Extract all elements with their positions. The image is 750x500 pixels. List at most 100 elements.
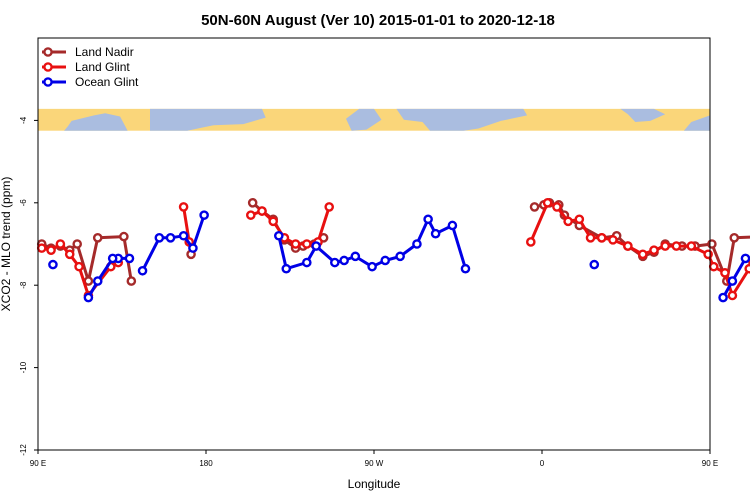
data-point-ocean-glint-4-0 [589,259,600,270]
legend-marker-ocean-glint [43,77,53,87]
data-point-land-nadir-3-14 [707,239,717,249]
data-point-ocean-glint-3-2 [301,257,312,268]
data-point-land-glint-3-0 [526,237,536,247]
data-point-land-glint-0-0 [36,243,47,253]
data-point-land-nadir-0-8 [126,276,137,286]
map-band-ocean-4 [620,108,666,122]
legend-label-land-nadir: Land Nadir [75,45,134,59]
data-point-land-glint-0-4 [74,261,84,272]
data-point-ocean-glint-2-1 [154,233,165,243]
data-point-land-glint-3-2 [552,202,562,212]
x-tick-label-1: 180 [199,459,213,468]
data-point-land-nadir-2-0 [247,197,258,208]
legend-marker-land-nadir [43,47,53,57]
y-tick-label-3: -6 [19,199,28,207]
x-axis-label: Longitude [348,477,401,491]
x-tick-label-0: 90 E [30,459,46,468]
data-point-land-glint-3-13 [686,241,697,251]
y-axis: -12 -10 -8 -6 -4 [19,116,38,456]
data-point-ocean-glint-1-3 [92,276,103,286]
data-point-land-glint-3-3 [563,216,573,227]
map-band [38,108,710,131]
data-point-land-glint-3-8 [623,241,633,251]
data-point-ocean-glint-3-11 [423,214,433,225]
data-point-land-glint-3-15 [708,261,719,272]
data-point-land-nadir-0-4 [72,239,82,249]
data-point-land-nadir-3-16 [729,233,740,243]
y-tick-label-2: -8 [19,281,28,289]
data-point-land-glint-2-7 [324,202,335,212]
data-point-ocean-glint-1-4 [83,292,94,303]
data-point-land-glint-2-4 [290,239,301,249]
data-point-ocean-glint-2-2 [165,233,176,243]
data-point-ocean-glint-5-3 [727,276,738,286]
data-point-land-nadir-0-7 [119,231,129,242]
plot-frame [37,37,711,451]
data-point-ocean-glint-3-6 [350,251,361,262]
series-land-glint [36,197,750,301]
data-point-ocean-glint-3-1 [281,263,292,274]
data-point-land-glint-3-1 [542,197,553,208]
y-tick-label-0: -12 [19,444,28,456]
data-point-ocean-glint-3-10 [412,239,422,249]
legend-label-ocean-glint: Ocean Glint [75,75,139,89]
data-point-land-glint-3-7 [608,235,618,245]
data-point-ocean-glint-3-5 [339,255,349,266]
data-point-land-glint-1-0 [178,202,189,212]
series-line-ocean-glint-2 [141,214,206,272]
data-point-ocean-glint-5-2 [740,253,750,264]
data-point-ocean-glint-3-9 [395,251,405,262]
data-point-ocean-glint-3-0 [273,230,284,241]
data-point-land-nadir-3-0 [529,202,540,212]
map-band-ocean-5 [683,113,710,131]
map-band-ocean-2 [346,108,382,131]
series-ocean-glint [48,210,750,303]
data-point-land-glint-3-17 [727,290,738,301]
data-point-ocean-glint-5-4 [718,292,728,303]
y-tick-label-1: -10 [19,361,28,373]
data-point-land-glint-3-6 [596,233,607,243]
x-axis: 90 E 180 90 W 0 90 E [30,450,718,468]
data-point-land-glint-3-11 [660,241,671,251]
data-point-land-glint-3-4 [574,214,585,225]
legend-label-land-glint: Land Glint [75,60,130,74]
data-point-ocean-glint-2-5 [199,210,209,220]
x-tick-label-4: 90 E [702,459,718,468]
map-band-ocean-1 [150,108,266,131]
data-point-land-glint-3-18 [744,263,750,274]
data-point-ocean-glint-0-0 [48,259,58,270]
chart-title: 50N-60N August (Ver 10) 2015-01-01 to 20… [201,12,555,29]
data-point-ocean-glint-2-4 [188,243,198,253]
data-point-ocean-glint-3-3 [311,241,321,251]
data-point-ocean-glint-2-3 [178,230,189,241]
data-point-ocean-glint-3-8 [380,255,391,266]
series-line-land-glint-3 [529,201,750,297]
data-point-ocean-glint-1-2 [107,253,118,264]
data-point-land-glint-3-16 [720,268,730,278]
map-band-ocean-0 [64,113,128,131]
data-point-ocean-glint-2-0 [137,265,148,276]
data-point-land-glint-3-5 [585,233,596,243]
y-axis-label: XCO2 - MLO trend (ppm) [0,177,13,312]
data-point-ocean-glint-3-12 [430,228,441,239]
data-point-land-glint-0-2 [55,239,66,249]
data-point-land-glint-2-2 [268,216,279,227]
data-point-ocean-glint-3-7 [367,261,377,272]
data-point-land-glint-2-0 [245,210,256,220]
data-point-land-glint-2-1 [257,206,267,216]
y-tick-label-4: -4 [19,116,28,124]
map-band-ocean-3 [396,108,528,131]
data-point-land-glint-2-5 [301,239,312,249]
data-point-land-glint-0-3 [64,249,75,260]
data-point-land-glint-3-14 [703,249,713,260]
data-point-ocean-glint-3-4 [329,257,340,268]
data-point-ocean-glint-3-13 [447,220,458,231]
legend-marker-land-glint [43,62,53,72]
data-layer [36,197,750,303]
data-point-land-glint-3-9 [638,249,648,260]
x-tick-label-2: 90 W [365,459,384,468]
data-point-land-glint-3-12 [671,241,682,251]
data-point-ocean-glint-1-0 [124,253,135,264]
